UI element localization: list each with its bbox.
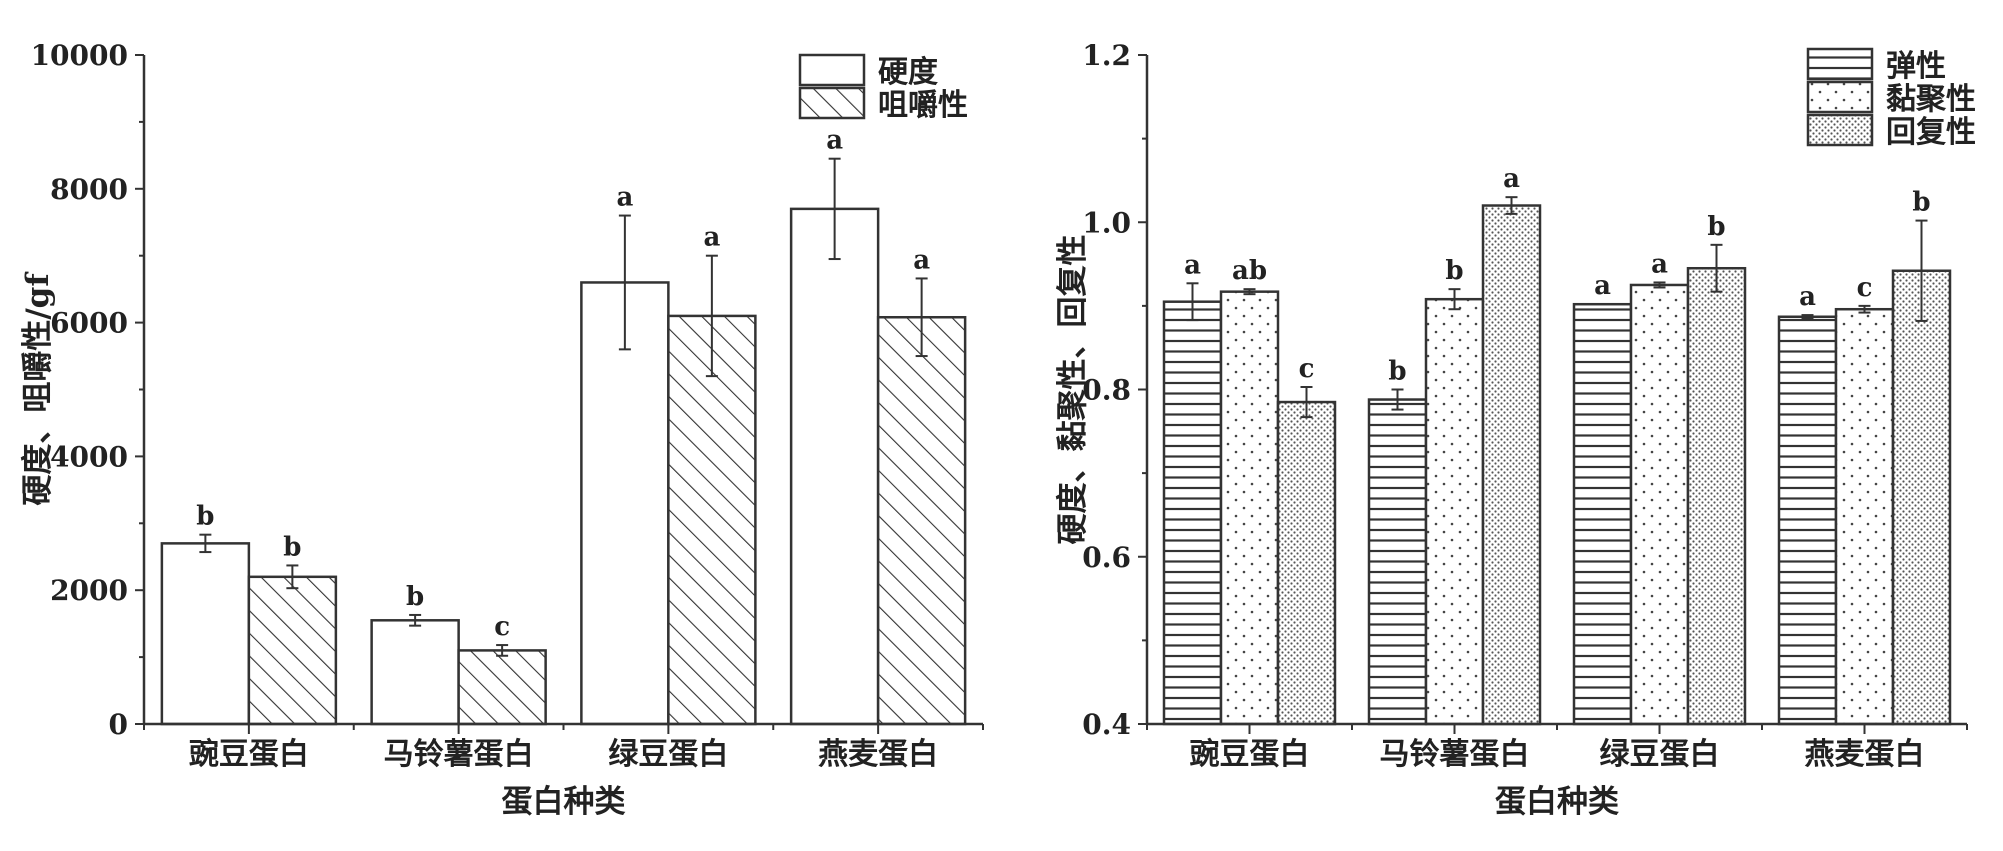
legend-swatch [798, 86, 866, 120]
x-tick-label: 绿豆蛋白 [608, 737, 728, 772]
significance-label: a [913, 245, 930, 275]
legend-swatch [798, 53, 866, 87]
bar [1276, 400, 1337, 726]
legend-label: 弹性 [1886, 49, 1946, 84]
y-tick-label: 1.0 [1082, 206, 1131, 239]
significance-label: ab [1232, 256, 1267, 286]
bar [876, 315, 967, 726]
bar [457, 649, 547, 726]
y-axis-title: 硬度、黏聚性、回复性 [1055, 235, 1091, 545]
y-axis-title: 硬度、咀嚼性/gf [20, 272, 56, 506]
bar [1777, 315, 1838, 726]
x-tick-label: 绿豆蛋白 [1600, 737, 1720, 772]
significance-label: a [1184, 250, 1201, 280]
bar [1891, 269, 1952, 726]
y-tick-label: 8000 [50, 173, 128, 206]
significance-label: c [494, 612, 510, 642]
significance-label: b [196, 502, 214, 532]
bar [1834, 307, 1895, 726]
significance-label: b [1445, 256, 1463, 286]
legend-swatch [1806, 47, 1874, 81]
x-tick-label: 马铃薯蛋白 [1380, 737, 1530, 772]
bar [1629, 283, 1690, 726]
y-tick-label: 1.2 [1082, 39, 1131, 72]
legend-label: 回复性 [1886, 115, 1976, 150]
significance-label: b [406, 582, 424, 612]
bar [160, 542, 251, 726]
significance-label: a [616, 183, 633, 213]
y-tick-label: 6000 [50, 307, 128, 340]
significance-label: c [1299, 354, 1315, 384]
significance-label: c [1857, 273, 1873, 303]
x-axis-title: 蛋白种类 [1495, 784, 1619, 820]
legend-label: 黏聚性 [1886, 82, 1976, 117]
significance-label: a [1651, 249, 1668, 279]
significance-label: b [283, 532, 301, 562]
bar [247, 575, 338, 726]
x-tick-label: 马铃薯蛋白 [384, 737, 534, 772]
y-tick-label: 0.4 [1082, 708, 1131, 741]
significance-label: a [703, 223, 720, 253]
significance-label: a [1799, 282, 1816, 312]
bar [667, 314, 757, 726]
y-tick-label: 2000 [50, 574, 128, 607]
bar [1686, 266, 1747, 726]
y-tick-label: 10000 [31, 39, 128, 72]
x-tick-label: 豌豆蛋白 [1190, 737, 1310, 772]
y-tick-label: 0.8 [1082, 374, 1131, 407]
bar [1481, 204, 1542, 726]
bar [1162, 300, 1223, 726]
x-axis-title: 蛋白种类 [502, 784, 626, 820]
x-tick-label: 燕麦蛋白 [818, 737, 938, 772]
bar [370, 619, 460, 726]
bar [1219, 290, 1280, 726]
legend-label: 咀嚼性 [878, 88, 968, 123]
bar [1367, 398, 1428, 726]
y-tick-label: 0.6 [1082, 541, 1131, 574]
significance-label: b [1388, 357, 1406, 387]
y-tick-label: 4000 [50, 440, 128, 473]
legend-label: 硬度 [878, 55, 938, 90]
legend-swatch [1806, 113, 1874, 147]
bar [1572, 302, 1633, 726]
legend-swatch [1806, 80, 1874, 114]
significance-label: a [1503, 164, 1520, 194]
bar [1424, 297, 1485, 726]
significance-label: b [1707, 212, 1725, 242]
significance-label: a [1594, 271, 1611, 301]
y-tick-label: 0 [109, 708, 128, 741]
bar [789, 207, 880, 726]
chart-1: b b a a b c a a 0 2000 4000 6000 8000 10000 豌豆蛋白 马铃薯蛋白 绿… [20, 39, 984, 820]
x-tick-label: 燕麦蛋白 [1805, 737, 1925, 772]
significance-label: a [826, 126, 843, 156]
x-tick-label: 豌豆蛋白 [189, 737, 309, 772]
significance-label: b [1912, 188, 1930, 218]
